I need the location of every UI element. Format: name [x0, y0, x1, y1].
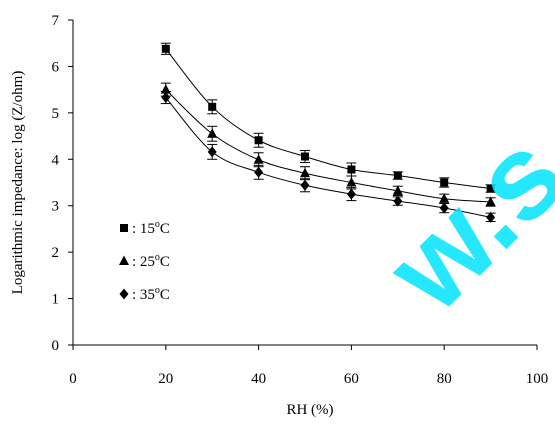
y-tick-label: 1	[52, 292, 60, 308]
data-point	[301, 152, 309, 161]
data-point	[392, 185, 403, 195]
legend-marker	[119, 255, 129, 265]
data-point	[486, 184, 495, 193]
legend-item-square: : 15oC	[120, 219, 170, 237]
x-tick-label: 40	[251, 371, 266, 387]
data-point	[254, 166, 264, 178]
legend-item-triangle: : 25oC	[119, 252, 170, 270]
legend-label: : 15oC	[132, 219, 170, 237]
data-point	[393, 171, 402, 180]
y-axis-title: Logarithmic impedance: log (Z/ohm)	[10, 71, 26, 295]
data-point	[208, 102, 217, 111]
x-tick-label: 60	[344, 371, 359, 387]
data-point	[346, 188, 356, 200]
legend-marker	[120, 224, 128, 232]
data-point	[439, 202, 449, 214]
y-tick-label: 0	[52, 338, 60, 354]
y-tick-label: 5	[52, 106, 60, 122]
series-line	[165, 48, 491, 190]
y-tick-label: 3	[52, 199, 60, 215]
data-point	[346, 177, 357, 187]
data-point	[207, 146, 217, 158]
data-point	[393, 195, 403, 207]
y-tick-label: 4	[52, 152, 60, 168]
series-square	[160, 42, 496, 193]
legend-item-diamond: : 35oC	[119, 285, 170, 303]
data-point	[486, 211, 496, 223]
y-tick-label: 7	[52, 13, 60, 29]
series-diamond	[160, 91, 496, 223]
x-axis-title: RH (%)	[286, 402, 333, 418]
y-tick-label: 6	[52, 59, 60, 75]
x-tick-label: 100	[526, 371, 549, 387]
legend-marker	[119, 288, 129, 300]
y-tick-label: 2	[52, 245, 60, 261]
data-point	[161, 92, 171, 104]
data-point	[207, 128, 218, 138]
data-point	[485, 196, 496, 206]
data-point	[439, 193, 450, 203]
data-point	[161, 44, 170, 53]
legend-label: : 35oC	[132, 285, 170, 303]
x-tick-label: 20	[158, 371, 173, 387]
data-point	[347, 165, 356, 174]
data-point	[440, 178, 449, 187]
data-point	[300, 179, 310, 191]
data-point	[254, 136, 263, 145]
data-point	[300, 167, 310, 178]
x-tick-label: 80	[437, 371, 452, 387]
legend-label: : 25oC	[132, 252, 170, 270]
data-point	[253, 154, 264, 164]
x-tick-label: 0	[69, 371, 77, 387]
